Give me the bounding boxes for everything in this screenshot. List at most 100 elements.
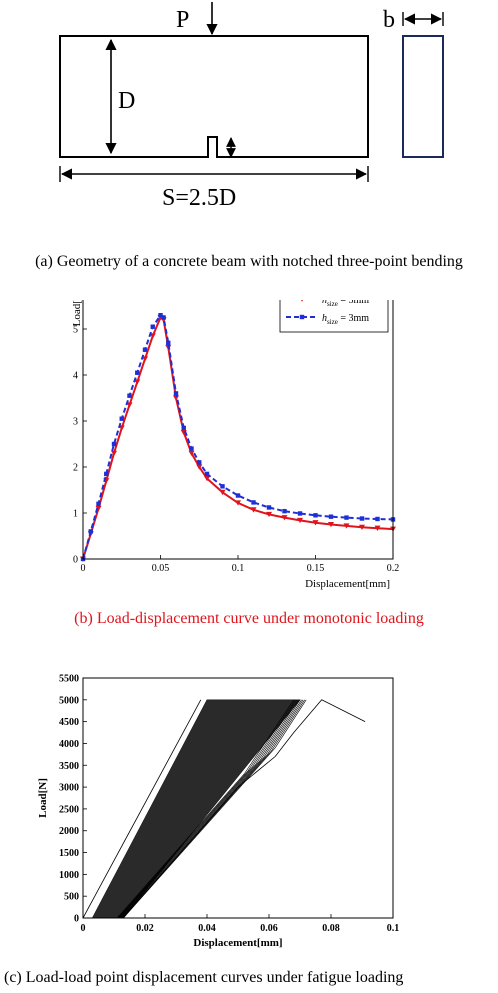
- marker-3mm: [375, 516, 380, 522]
- plot-frame-c: [82, 677, 394, 919]
- marker-5mm: [111, 450, 117, 456]
- marker-5mm: [134, 379, 141, 385]
- beam-outline: [59, 35, 369, 158]
- x-tick-label-b: 0: [81, 563, 86, 574]
- legend-label-italic: h: [322, 313, 327, 324]
- marker-5mm: [328, 522, 334, 528]
- x-tick-label-b: 0.05: [152, 563, 170, 574]
- marker-5mm: [281, 515, 288, 521]
- caption-b: (b) Load-displacement curve under monoto…: [74, 610, 424, 627]
- marker-3mm: [166, 340, 171, 345]
- y-tick-label-c: 3000: [59, 783, 79, 794]
- marker-5mm: [312, 520, 319, 526]
- marker-3mm: [220, 484, 225, 489]
- marker-5mm: [196, 464, 203, 470]
- marker-3mm: [111, 441, 117, 447]
- marker-3mm: [328, 514, 334, 519]
- y-tick-label-c: 1500: [59, 848, 79, 859]
- legend-label-b: hsize = 5mm: [322, 300, 369, 308]
- y-tick-label-c: 3500: [59, 761, 79, 772]
- marker-3mm: [181, 425, 186, 431]
- marker-5mm: [204, 476, 210, 482]
- marker-5mm: [250, 507, 257, 513]
- y-tick-label-c: 2000: [59, 826, 79, 837]
- x-axis-label-c: Displacement[mm]: [193, 937, 282, 949]
- marker-3mm: [127, 393, 132, 398]
- marker-3mm: [119, 416, 124, 421]
- panel-a-beam-geometry: P D S=2.5D b (a) Geometry of a concrete …: [0, 0, 498, 280]
- y-tick-label-b: 0: [73, 555, 78, 566]
- legend-label-sub: size: [327, 318, 338, 326]
- marker-3mm: [251, 500, 256, 505]
- caption-c: (c) Load-load point displacement curves …: [4, 969, 404, 986]
- y-tick-label-c: 500: [64, 892, 79, 903]
- marker-5mm: [343, 523, 350, 529]
- y-axis-label-b: Load[kN]: [71, 300, 83, 326]
- y-tick-label-b: 3: [73, 417, 78, 428]
- marker-5mm: [235, 500, 241, 506]
- marker-5mm: [188, 450, 195, 456]
- beam-geometry-diagram: P D S=2.5D b: [59, 2, 444, 211]
- y-tick-label-c: 2500: [59, 804, 79, 815]
- marker-5mm: [126, 402, 133, 408]
- legend-label-suffix: = 5mm: [338, 300, 369, 306]
- late-cycle-line: [117, 699, 296, 919]
- series-line-5mm: [82, 315, 394, 560]
- late-cycle-line: [118, 699, 298, 919]
- marker-5mm: [142, 356, 148, 362]
- late-cycle-line: [120, 699, 302, 919]
- marker-3mm: [204, 471, 210, 477]
- marker-3mm: [359, 516, 365, 521]
- x-tick-label-c: 0.08: [322, 923, 340, 934]
- y-tick-label-c: 4500: [59, 717, 79, 728]
- legend-marker-5mm: [300, 300, 304, 302]
- marker-5mm: [149, 333, 156, 339]
- load-label: P: [176, 7, 189, 33]
- y-tick-label-b: 2: [73, 463, 78, 474]
- late-cycle-line: [123, 699, 307, 919]
- marker-3mm: [142, 347, 148, 352]
- marker-3mm: [344, 515, 349, 520]
- marker-5mm: [95, 505, 102, 512]
- legend-marker-3mm: [299, 314, 305, 320]
- first-cycle-line: [82, 699, 202, 919]
- marker-3mm: [235, 493, 241, 498]
- panel-c-fatigue-chart: 0 0.02 0.04 0.06 0.08 0.1 0 500 1000 1500 2000 2500…: [0, 660, 498, 993]
- late-cycle-line: [119, 699, 299, 919]
- panel-b-monotonic-chart: 00.050.10.150.20123456 Displacement[mm] …: [0, 300, 498, 640]
- marker-3mm: [282, 508, 287, 514]
- x-tick-label-b: 0.15: [307, 563, 325, 574]
- cross-section: [402, 35, 444, 158]
- monotonic-chart: 00.050.10.150.20123456 Displacement[mm] …: [71, 300, 400, 590]
- late-cycle-line: [121, 699, 304, 919]
- y-tick-label-c: 5000: [59, 695, 79, 706]
- marker-3mm: [297, 511, 303, 516]
- y-tick-label-b: 5: [73, 325, 78, 336]
- x-tick-label-c: 0.04: [198, 923, 216, 934]
- caption-a: (a) Geometry of a concrete beam with not…: [35, 253, 463, 270]
- x-tick-label-c: 0: [81, 923, 86, 934]
- y-tick-label-c: 0: [74, 914, 79, 925]
- marker-3mm: [150, 324, 155, 329]
- x-tick-label-b: 0.2: [387, 563, 400, 574]
- marker-3mm: [88, 529, 93, 534]
- width-label: b: [383, 7, 395, 33]
- marker-5mm: [359, 524, 365, 531]
- marker-5mm: [219, 489, 226, 496]
- y-tick-label-b: 1: [73, 509, 78, 520]
- x-tick-label-c: 0.06: [260, 923, 278, 934]
- y-axis-label-c: Load[N]: [37, 778, 49, 818]
- y-tick-label-c: 4000: [59, 739, 79, 750]
- x-tick-label-c: 0.02: [136, 923, 154, 934]
- late-cycle-line: [116, 699, 295, 919]
- marker-3mm: [313, 513, 318, 518]
- marker-3mm: [135, 370, 140, 375]
- marker-3mm: [96, 501, 101, 506]
- marker-3mm: [158, 313, 163, 318]
- y-tick-label-c: 5500: [59, 674, 79, 685]
- y-tick-label-c: 1000: [59, 870, 79, 881]
- x-axis-label-b: Displacement[mm]: [305, 578, 390, 590]
- late-cycle-line: [119, 699, 301, 919]
- plot-area-b: [83, 300, 393, 559]
